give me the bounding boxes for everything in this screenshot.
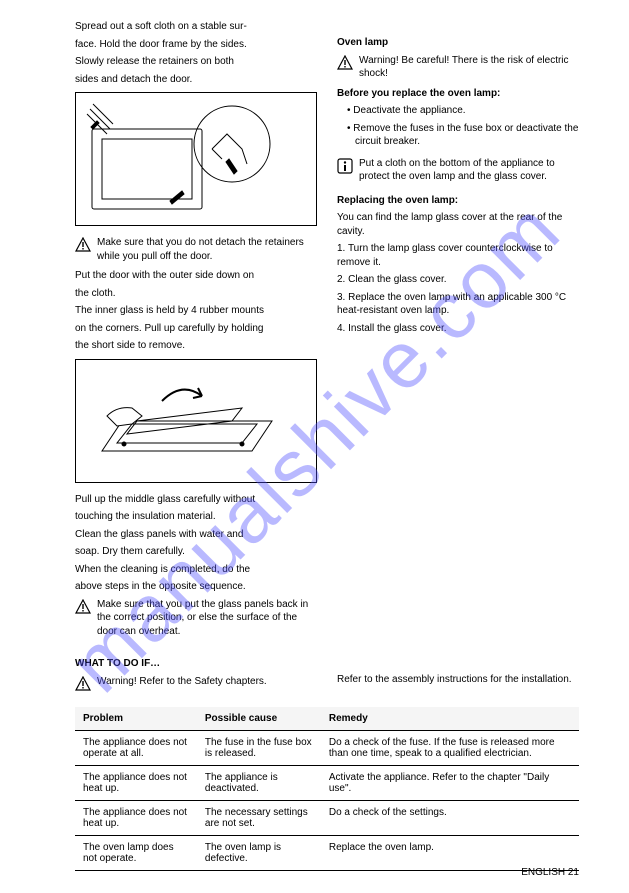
body-text: on the corners. Pull up carefully by hol…	[75, 322, 317, 336]
warning-triangle-icon	[337, 55, 353, 74]
warning-text: Make sure that you do not detach the ret…	[97, 236, 317, 263]
right-column: Oven lamp Warning! Be careful! There is …	[337, 20, 579, 644]
warning-block: Warning! Refer to the Safety chapters.	[75, 675, 317, 695]
step-item: 2. Clean the glass cover.	[337, 273, 579, 287]
bullet-item: • Remove the fuses in the fuse box or de…	[347, 122, 579, 149]
warning-block: Make sure that you put the glass panels …	[75, 598, 317, 639]
step-item: 1. Turn the lamp glass cover countercloc…	[337, 242, 579, 269]
table-row: The appliance does not heat up. The appl…	[75, 766, 579, 801]
table-row: The oven lamp does not operate. The oven…	[75, 836, 579, 871]
section-heading: Oven lamp	[337, 36, 579, 50]
warning-triangle-icon	[75, 599, 91, 618]
troubleshoot-intro-row: Warning! Refer to the Safety chapters. R…	[75, 673, 579, 701]
body-text: You can find the lamp glass cover at the…	[337, 211, 579, 238]
warning-triangle-icon	[75, 237, 91, 256]
body-text: the short side to remove.	[75, 339, 317, 353]
table-cell: The oven lamp is defective.	[197, 836, 321, 871]
table-cell: Do a check of the settings.	[321, 801, 579, 836]
troubleshoot-table: Problem Possible cause Remedy The applia…	[75, 707, 579, 871]
body-text: soap. Dry them carefully.	[75, 545, 317, 559]
table-cell: The necessary settings are not set.	[197, 801, 321, 836]
body-text: Clean the glass panels with water and	[75, 528, 317, 542]
info-text: Put a cloth on the bottom of the applian…	[359, 157, 579, 184]
table-cell: The appliance does not heat up.	[75, 766, 197, 801]
table-row: The appliance does not heat up. The nece…	[75, 801, 579, 836]
warning-text: Make sure that you put the glass panels …	[97, 598, 317, 639]
body-text: Put the door with the outer side down on	[75, 269, 317, 283]
info-icon	[337, 158, 353, 177]
step-item: 4. Install the glass cover.	[337, 322, 579, 336]
sub-heading: Replacing the oven lamp:	[337, 194, 579, 208]
body-text: Spread out a soft cloth on a stable sur-	[75, 20, 317, 34]
body-text: the cloth.	[75, 287, 317, 301]
warning-text: Warning! Refer to the Safety chapters.	[97, 675, 317, 689]
table-row: The appliance does not operate at all. T…	[75, 731, 579, 766]
table-header-row: Problem Possible cause Remedy	[75, 707, 579, 731]
table-cell: The appliance is deactivated.	[197, 766, 321, 801]
intro-left: Warning! Refer to the Safety chapters.	[75, 673, 317, 701]
body-text: The inner glass is held by 4 rubber moun…	[75, 304, 317, 318]
body-text: When the cleaning is completed, do the	[75, 563, 317, 577]
table-header: Problem	[75, 707, 197, 731]
left-column: Spread out a soft cloth on a stable sur-…	[75, 20, 317, 644]
troubleshoot-heading: WHAT TO DO IF…	[75, 658, 579, 669]
illustration-glass-lift	[75, 359, 317, 483]
table-header: Possible cause	[197, 707, 321, 731]
table-cell: The oven lamp does not operate.	[75, 836, 197, 871]
body-text: Slowly release the retainers on both	[75, 55, 317, 69]
info-block: Put a cloth on the bottom of the applian…	[337, 157, 579, 184]
warning-triangle-icon	[75, 676, 91, 695]
intro-text: Refer to the assembly instructions for t…	[337, 673, 579, 701]
table-cell: The appliance does not operate at all.	[75, 731, 197, 766]
table-header: Remedy	[321, 707, 579, 731]
warning-block: Warning! Be careful! There is the risk o…	[337, 54, 579, 81]
two-column-layout: Spread out a soft cloth on a stable sur-…	[75, 20, 579, 644]
body-text: sides and detach the door.	[75, 73, 317, 87]
warning-block: Make sure that you do not detach the ret…	[75, 236, 317, 263]
warning-text: Warning! Be careful! There is the risk o…	[359, 54, 579, 81]
table-cell: The appliance does not heat up.	[75, 801, 197, 836]
page-content: Spread out a soft cloth on a stable sur-…	[0, 0, 629, 891]
table-cell: Do a check of the fuse. If the fuse is r…	[321, 731, 579, 766]
table-cell: The fuse in the fuse box is released.	[197, 731, 321, 766]
illustration-door-detach	[75, 92, 317, 226]
body-text: face. Hold the door frame by the sides.	[75, 38, 317, 52]
step-item: 3. Replace the oven lamp with an applica…	[337, 291, 579, 318]
body-text: Pull up the middle glass carefully witho…	[75, 493, 317, 507]
body-text: touching the insulation material.	[75, 510, 317, 524]
table-cell: Activate the appliance. Refer to the cha…	[321, 766, 579, 801]
body-text: above steps in the opposite sequence.	[75, 580, 317, 594]
sub-heading: Before you replace the oven lamp:	[337, 87, 579, 101]
table-cell: Replace the oven lamp.	[321, 836, 579, 871]
bullet-item: • Deactivate the appliance.	[347, 104, 579, 118]
